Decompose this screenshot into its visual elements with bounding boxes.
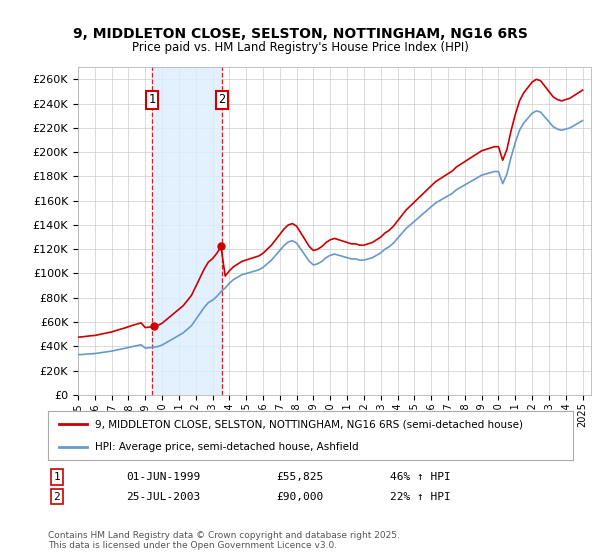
Text: HPI: Average price, semi-detached house, Ashfield: HPI: Average price, semi-detached house,… bbox=[95, 442, 359, 452]
Text: £90,000: £90,000 bbox=[276, 492, 323, 502]
Text: 2: 2 bbox=[218, 94, 226, 106]
Text: 46% ↑ HPI: 46% ↑ HPI bbox=[390, 472, 451, 482]
Text: 1: 1 bbox=[149, 94, 156, 106]
Text: Price paid vs. HM Land Registry's House Price Index (HPI): Price paid vs. HM Land Registry's House … bbox=[131, 41, 469, 54]
Text: 9, MIDDLETON CLOSE, SELSTON, NOTTINGHAM, NG16 6RS (semi-detached house): 9, MIDDLETON CLOSE, SELSTON, NOTTINGHAM,… bbox=[95, 419, 523, 430]
Text: £55,825: £55,825 bbox=[276, 472, 323, 482]
Text: 1: 1 bbox=[53, 472, 61, 482]
Text: 9, MIDDLETON CLOSE, SELSTON, NOTTINGHAM, NG16 6RS: 9, MIDDLETON CLOSE, SELSTON, NOTTINGHAM,… bbox=[73, 27, 527, 41]
Text: Contains HM Land Registry data © Crown copyright and database right 2025.
This d: Contains HM Land Registry data © Crown c… bbox=[48, 531, 400, 550]
Text: 2: 2 bbox=[53, 492, 61, 502]
Text: 01-JUN-1999: 01-JUN-1999 bbox=[126, 472, 200, 482]
Text: 22% ↑ HPI: 22% ↑ HPI bbox=[390, 492, 451, 502]
Text: 25-JUL-2003: 25-JUL-2003 bbox=[126, 492, 200, 502]
Bar bbox=[152, 67, 222, 395]
